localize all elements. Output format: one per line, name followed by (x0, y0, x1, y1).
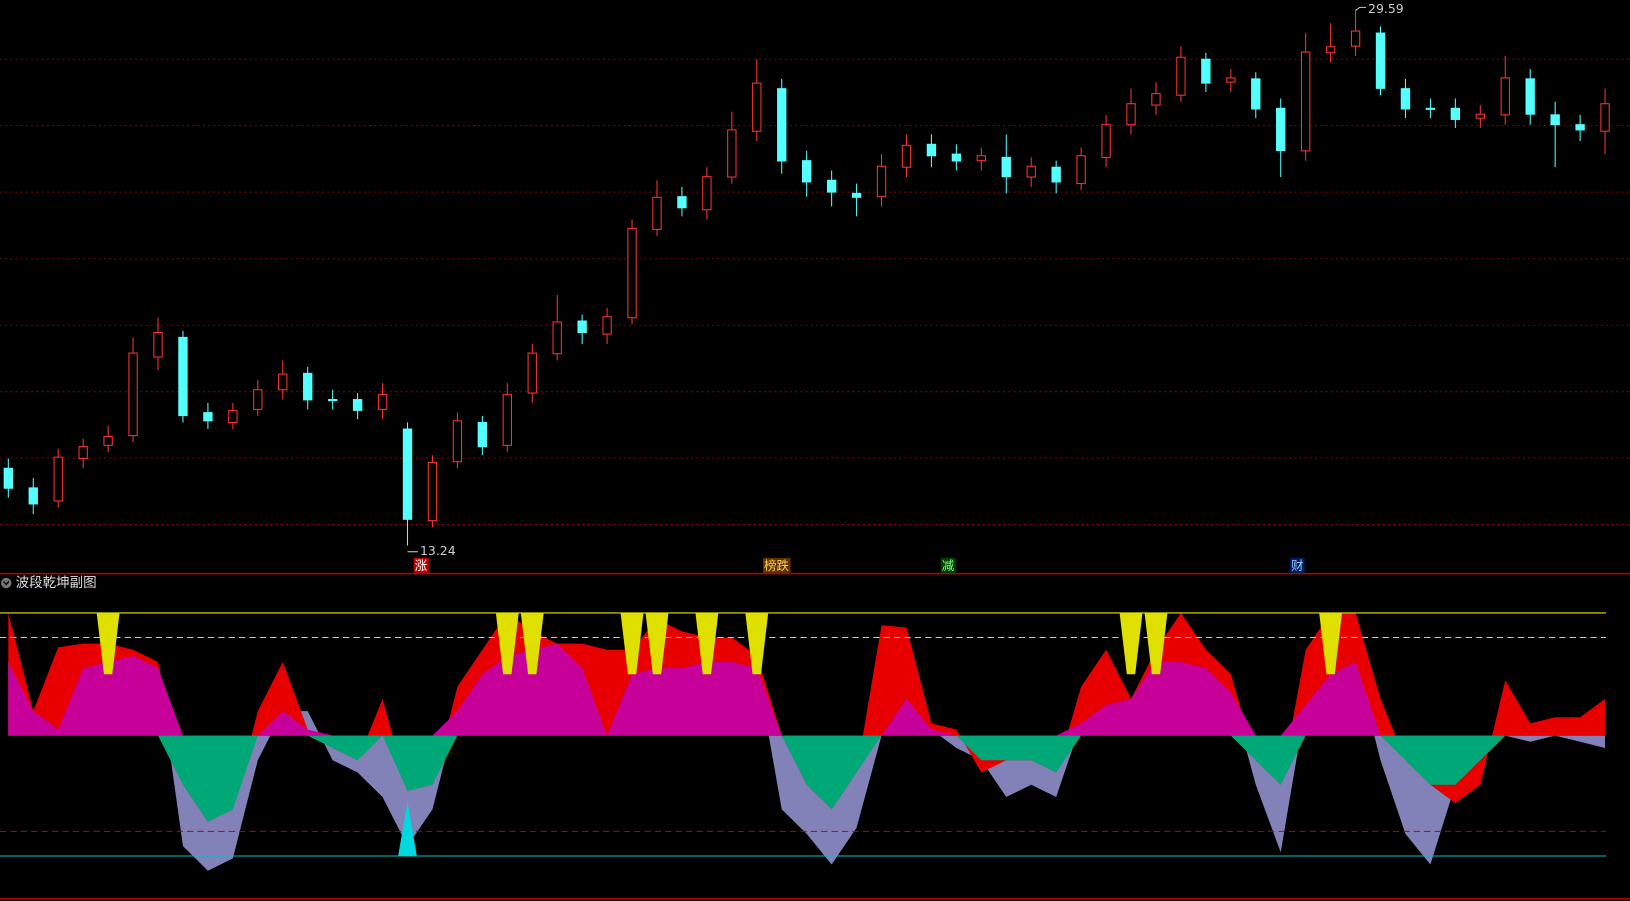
candle-body (1425, 107, 1436, 110)
candle-body (1550, 114, 1560, 126)
candle-body (652, 196, 662, 230)
event-marker-bg (940, 557, 956, 573)
positive-overlap-area (8, 643, 1606, 736)
candle-body (53, 456, 63, 502)
indicator-title: 波段乾坤副图 (16, 575, 97, 591)
candle-body (1325, 46, 1336, 54)
event-marker: 减 (942, 558, 955, 573)
candle-body (1201, 58, 1211, 84)
candle-body (1300, 51, 1311, 152)
top-signal (1119, 612, 1143, 675)
candle-body (577, 320, 587, 333)
candle-body (203, 412, 213, 422)
candle-body (1101, 124, 1111, 158)
candle-body (627, 227, 637, 319)
candle-body (278, 373, 288, 391)
candle-body (1226, 77, 1236, 83)
top-signal (520, 612, 544, 675)
top-signal (1144, 612, 1168, 675)
top-signal (620, 612, 644, 675)
candle-body (677, 196, 687, 209)
candle-body (826, 179, 837, 193)
candle-body (452, 420, 463, 463)
high-pointer (1355, 6, 1366, 11)
candle-body (477, 421, 488, 448)
candle-body (1525, 78, 1535, 115)
event-marker-bg (1290, 557, 1305, 573)
candle-body (1126, 103, 1136, 126)
candle-body (1500, 77, 1510, 116)
top-signal (1319, 612, 1343, 675)
top-signal (745, 612, 769, 675)
candle-body (602, 316, 612, 335)
candle-body (777, 88, 787, 162)
event-marker-bg (763, 557, 791, 573)
event-marker: 财 (1291, 558, 1303, 573)
low-label: 13.24 (420, 543, 456, 558)
bottom-signal (398, 801, 417, 856)
candle-body (1051, 166, 1061, 183)
event-marker: 涨 (415, 558, 428, 573)
candle-body (1350, 30, 1361, 47)
collapse-icon-arrow (3, 581, 10, 586)
event-marker-bg (413, 557, 429, 573)
candle-body (303, 372, 313, 401)
candle-body (3, 467, 13, 489)
candle-body (851, 192, 862, 198)
candle-body (976, 155, 987, 162)
candle-body (153, 331, 163, 358)
candle-body (1450, 107, 1461, 120)
candle-body (802, 160, 812, 183)
top-signal (695, 612, 719, 675)
top-signal (495, 612, 519, 675)
candle-body (901, 144, 912, 168)
candle-body (28, 487, 38, 505)
candle-body (1026, 165, 1036, 178)
candle-body (1076, 155, 1086, 185)
top-signal (645, 612, 669, 675)
candle-body (926, 143, 937, 157)
candle-body (702, 176, 712, 211)
candle-body (1375, 32, 1386, 89)
high-label: 29.59 (1368, 1, 1404, 16)
top-signal (96, 612, 120, 675)
candle-body (377, 394, 388, 410)
candle-body (178, 336, 188, 417)
candle-body (752, 82, 762, 132)
candle-body (103, 436, 113, 446)
candle-body (1151, 93, 1161, 106)
candle-body (1575, 124, 1585, 131)
candle-body (128, 352, 138, 437)
candle-body (502, 394, 512, 446)
candle-body (327, 399, 338, 402)
candle-body (727, 129, 737, 178)
candle-body (1600, 103, 1610, 132)
candle-body (78, 446, 88, 459)
candle-body (1176, 56, 1186, 96)
candle-body (1251, 78, 1261, 110)
candle-body (402, 428, 413, 520)
candle-body (951, 153, 962, 162)
candle-body (1001, 156, 1011, 178)
candle-body (352, 399, 363, 411)
candle-body (1276, 107, 1286, 152)
candle-body (876, 165, 887, 198)
candle-body (228, 409, 238, 423)
candle-body (527, 352, 537, 394)
candle-body (1475, 113, 1485, 119)
event-marker: 榜跌 (764, 558, 789, 573)
candle-body (1400, 88, 1411, 110)
candle-body (552, 321, 562, 355)
collapse-icon[interactable] (1, 577, 12, 589)
candle-body (427, 461, 438, 522)
negative-overlap-area (8, 735, 1606, 822)
candle-body (253, 389, 263, 410)
